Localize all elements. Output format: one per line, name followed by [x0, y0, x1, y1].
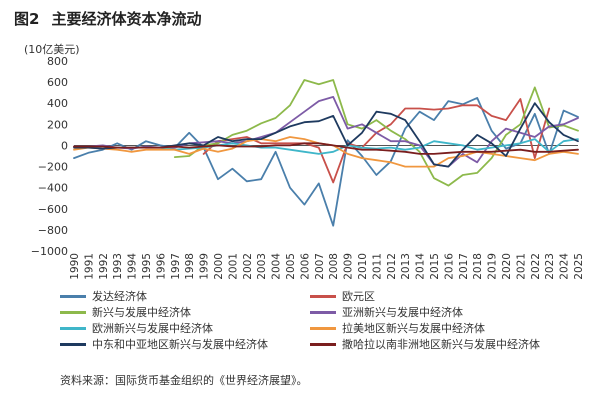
x-tick-label: 1996: [155, 253, 167, 280]
series-line-7: [73, 102, 579, 168]
x-tick-label: 2020: [501, 253, 513, 280]
x-tick-label: 2021: [515, 253, 527, 280]
legend-item: 发达经济体: [60, 290, 147, 304]
x-tick-label: 2003: [256, 253, 268, 280]
x-tick-label: 2019: [487, 253, 499, 280]
figure-title: 主要经济体资本净流动: [51, 10, 202, 28]
legend-item: 中东和中亚地区新兴与发展中经济体: [60, 338, 268, 352]
y-tick-label: 0: [61, 139, 68, 152]
y-tick-label: −1000: [31, 245, 68, 258]
y-tick-label: 200: [47, 118, 68, 131]
x-tick-label: 1999: [199, 253, 211, 280]
x-tick-label: 2000: [213, 253, 225, 280]
series-line-1: [73, 97, 579, 227]
x-tick-label: 2023: [544, 253, 556, 280]
legend-label: 欧洲新兴与发展中经济体: [92, 322, 213, 335]
legend-swatch: [60, 342, 86, 346]
x-tick-label: 1993: [112, 253, 124, 280]
x-tick-label: 2015: [429, 253, 441, 280]
legend-label: 撒哈拉以南非洲地区新兴与发展中经济体: [342, 338, 540, 351]
legend-label: 亚洲新兴与发展中经济体: [342, 306, 463, 319]
x-tick-label: 2025: [573, 253, 585, 280]
legend-swatch: [310, 342, 336, 346]
y-axis-unit: (10亿美元): [24, 43, 80, 56]
x-tick-label: 1990: [69, 253, 81, 280]
legend-item: 亚洲新兴与发展中经济体: [310, 306, 463, 320]
x-tick-label: 2006: [299, 253, 311, 280]
y-tick-label: −800: [38, 224, 68, 237]
x-tick-label: 2022: [530, 253, 542, 280]
x-tick-label: 2001: [227, 253, 239, 280]
x-tick-label: 2008: [328, 253, 340, 280]
y-tick-label: 800: [47, 55, 68, 68]
y-tick-label: 600: [47, 76, 68, 89]
series-line-3: [173, 79, 579, 187]
x-tick-label: 2018: [472, 253, 484, 280]
x-tick-label: 2010: [357, 253, 369, 280]
x-tick-label: 2007: [314, 253, 326, 280]
x-tick-label: 1992: [98, 253, 110, 280]
x-tick-label: 2011: [371, 253, 383, 280]
legend-swatch: [310, 294, 336, 298]
x-tick-label: 2016: [443, 253, 455, 280]
legend-item: 撒哈拉以南非洲地区新兴与发展中经济体: [310, 338, 540, 352]
x-tick-label: 2009: [343, 253, 355, 280]
y-tick-label: −200: [38, 161, 68, 174]
x-tick-label: 2014: [415, 253, 427, 280]
series-line-5: [159, 138, 579, 155]
x-tick-label: 1998: [184, 253, 196, 280]
legend-item: 拉美地区新兴与发展中经济体: [310, 322, 485, 336]
x-tick-label: 2012: [386, 253, 398, 280]
legend-label: 欧元区: [342, 290, 375, 303]
y-tick-label: −600: [38, 203, 68, 216]
legend-swatch: [60, 326, 86, 330]
x-tick-label: 1997: [170, 253, 182, 280]
legend-swatch: [310, 326, 336, 330]
x-tick-label: 1994: [127, 253, 139, 280]
chart-title: 图2 主要经济体资本净流动: [14, 8, 201, 29]
legend-swatch: [60, 294, 86, 298]
x-tick-label: 1991: [83, 253, 95, 280]
figure-number: 图2: [14, 10, 40, 28]
legend-label: 新兴与发展中经济体: [92, 306, 191, 319]
series-line-8: [73, 142, 579, 155]
legend-swatch: [310, 310, 336, 314]
x-tick-label: 2024: [559, 253, 571, 280]
x-tick-label: 2013: [400, 253, 412, 280]
legend-label: 拉美地区新兴与发展中经济体: [342, 322, 485, 335]
y-tick-label: −400: [38, 182, 68, 195]
legend-swatch: [60, 310, 86, 314]
legend-item: 欧洲新兴与发展中经济体: [60, 322, 213, 336]
x-tick-label: 2004: [271, 253, 283, 280]
x-tick-label: 2005: [285, 253, 297, 280]
legend-item: 新兴与发展中经济体: [60, 306, 191, 320]
y-tick-label: 400: [47, 97, 68, 110]
x-tick-label: 1995: [141, 253, 153, 280]
x-tick-label: 2002: [242, 253, 254, 280]
legend-label: 中东和中亚地区新兴与发展中经济体: [92, 338, 268, 351]
legend-item: 欧元区: [310, 290, 375, 304]
x-tick-label: 2017: [458, 253, 470, 280]
source-note: 资料来源：国际货币基金组织的《世界经济展望》。: [60, 374, 308, 387]
legend-label: 发达经济体: [92, 290, 147, 303]
